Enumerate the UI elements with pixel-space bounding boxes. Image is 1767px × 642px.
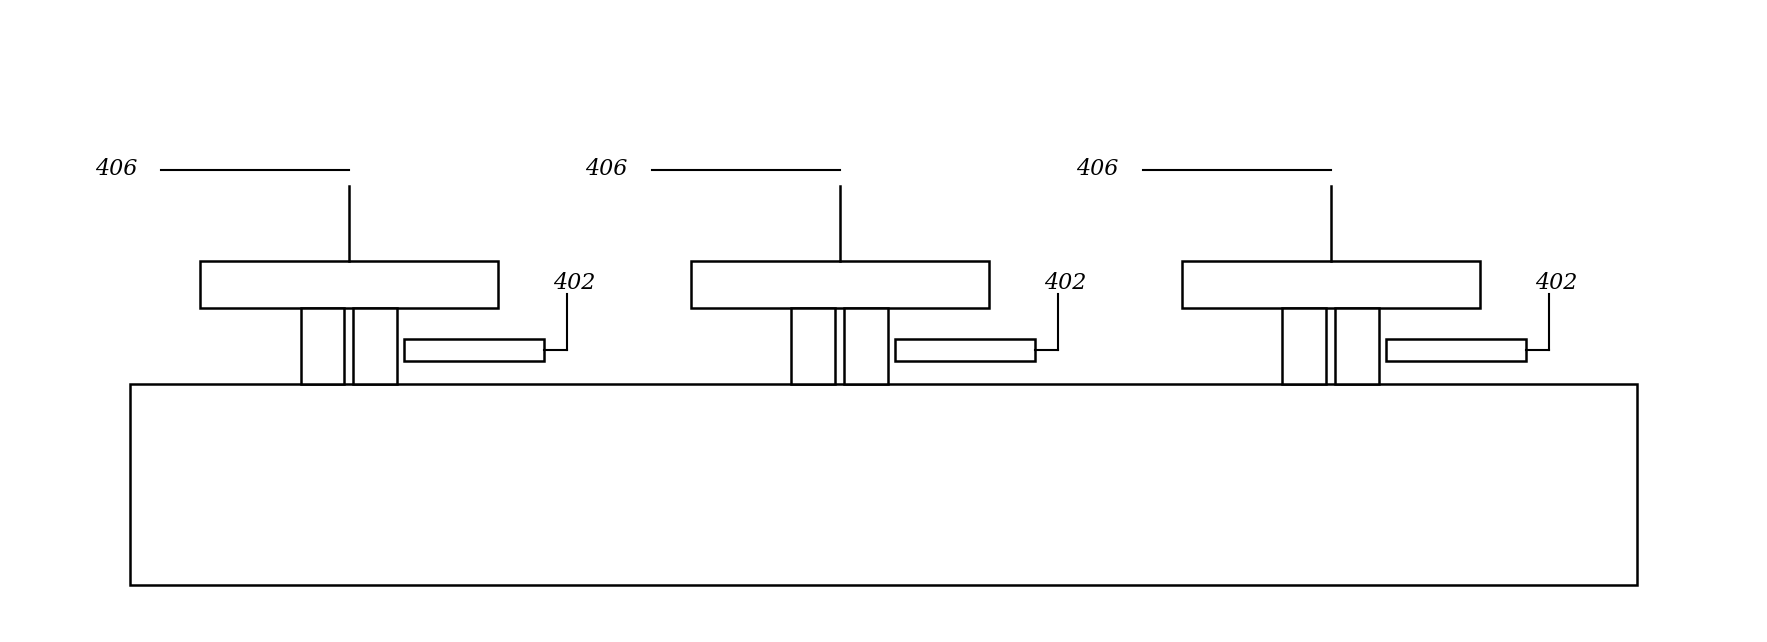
Text: 402: 402 — [1044, 272, 1087, 293]
Text: 406: 406 — [1076, 158, 1119, 180]
Bar — [1182, 261, 1479, 308]
Bar — [300, 308, 345, 384]
Text: 402: 402 — [1536, 272, 1578, 293]
Bar — [691, 261, 990, 308]
Bar — [894, 339, 1035, 361]
Bar — [405, 339, 544, 361]
Bar — [1283, 308, 1327, 384]
Bar — [792, 308, 836, 384]
Text: 406: 406 — [95, 158, 138, 180]
Bar — [1385, 339, 1527, 361]
Bar — [200, 261, 498, 308]
Bar — [129, 384, 1638, 585]
Text: 406: 406 — [585, 158, 627, 180]
Bar — [1334, 308, 1378, 384]
Bar — [845, 308, 887, 384]
Text: 402: 402 — [553, 272, 595, 293]
Bar — [353, 308, 398, 384]
